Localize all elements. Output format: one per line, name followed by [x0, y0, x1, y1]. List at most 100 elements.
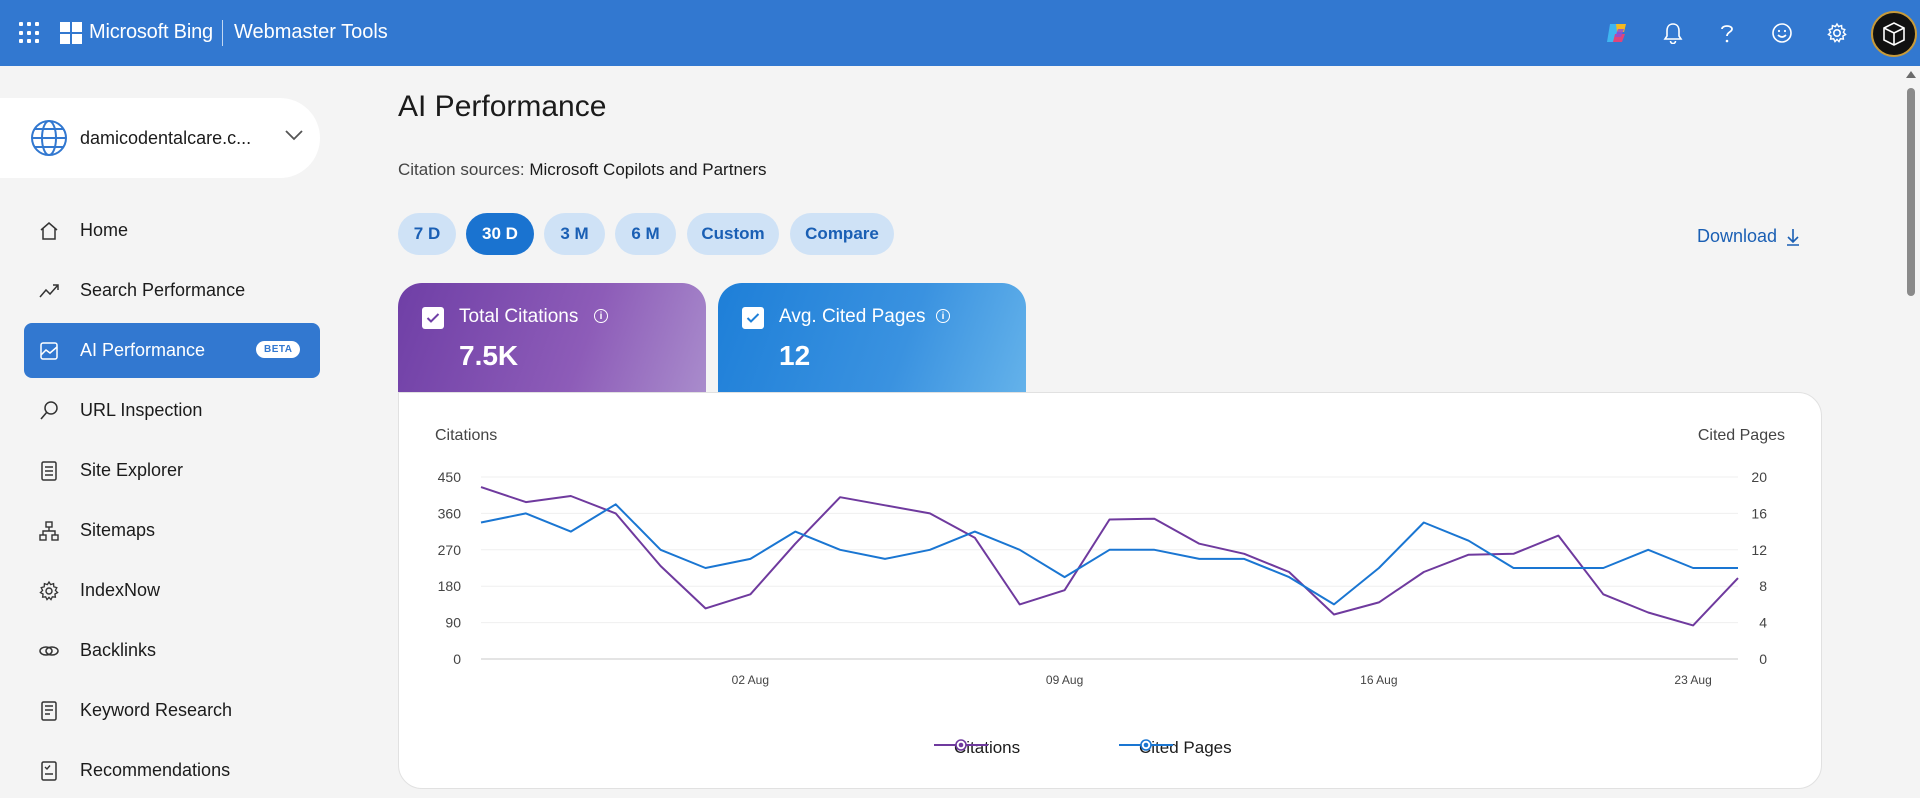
sidebar-item-sitemaps[interactable]: Sitemaps	[24, 503, 320, 558]
sidebar-item-label: URL Inspection	[80, 400, 203, 420]
download-button[interactable]: Download	[1697, 226, 1801, 247]
y-left-tick-label: 0	[453, 651, 461, 667]
download-label: Download	[1697, 226, 1778, 246]
sidebar-item-url-inspection[interactable]: URL Inspection	[24, 383, 320, 438]
total-citations-label: Total Citations	[459, 306, 579, 327]
search-icon	[38, 400, 60, 422]
legend-citations-label: Citations	[954, 738, 1021, 757]
beta-badge: BETA	[256, 341, 301, 358]
app-launcher-icon[interactable]	[19, 22, 41, 44]
avg-cited-pages-card[interactable]: Avg. Cited Pages i 12	[718, 283, 1026, 393]
sidebar-item-label: Home	[80, 220, 129, 240]
y-right-tick-label: 20	[1751, 469, 1767, 485]
citation-sources-value: Microsoft Copilots and Partners	[529, 160, 767, 179]
avatar[interactable]	[1871, 11, 1917, 57]
series-line-cited-pages	[480, 503, 1738, 606]
range-6m-button[interactable]: 6 M	[615, 213, 676, 255]
link-icon	[38, 640, 60, 662]
gear-icon[interactable]	[1824, 20, 1850, 46]
total-citations-checkbox[interactable]	[422, 307, 444, 329]
avg-cited-pages-value: 12	[779, 340, 811, 371]
citation-sources-label: Citation sources:	[398, 160, 525, 179]
sidebar-item-home[interactable]: Home	[24, 203, 320, 258]
range-3m-button[interactable]: 3 M	[544, 213, 605, 255]
sidebar-item-label: Site Explorer	[80, 460, 184, 480]
legend-cited-pages[interactable]: Cited Pages	[1119, 738, 1232, 758]
top-bar: Microsoft Bing Webmaster Tools	[0, 0, 1920, 66]
chart-image-icon	[38, 340, 60, 362]
legend-cited-pages-label: Cited Pages	[1139, 738, 1232, 757]
legend-citations-marker	[934, 739, 988, 751]
y-right-tick-label: 8	[1759, 578, 1767, 594]
y-left-tick-label: 360	[438, 505, 462, 521]
sidebar-item-label: Keyword Research	[80, 700, 233, 720]
brand-divider	[222, 20, 223, 46]
scroll-up-icon[interactable]	[1906, 71, 1916, 78]
page-title: AI Performance	[398, 90, 607, 123]
sitemap-icon	[38, 520, 60, 542]
sidebar-item-keyword-research[interactable]: Keyword Research	[24, 683, 320, 738]
x-tick-label: 02 Aug	[732, 673, 769, 687]
download-icon	[1787, 228, 1800, 246]
sidebar-item-label: Sitemaps	[80, 520, 156, 540]
legend-cited-pages-marker	[1119, 739, 1173, 751]
sidebar-item-backlinks[interactable]: Backlinks	[24, 623, 320, 678]
x-tick-label: 09 Aug	[1046, 673, 1083, 687]
sidebar-item-recommendations[interactable]: Recommendations	[24, 743, 320, 798]
feedback-smiley-icon[interactable]	[1769, 20, 1795, 46]
page-scrollbar[interactable]	[1902, 66, 1920, 798]
legend-citations[interactable]: Citations	[934, 738, 1020, 758]
bell-icon[interactable]	[1660, 20, 1686, 46]
sidebar-item-site-explorer[interactable]: Site Explorer	[24, 443, 320, 498]
y-left-tick-label: 450	[438, 469, 462, 485]
avg-cited-pages-checkbox[interactable]	[742, 307, 764, 329]
sidebar-item-search-performance[interactable]: Search Performance	[24, 263, 320, 318]
brand-name[interactable]: Microsoft Bing	[89, 21, 213, 43]
range-7d-button[interactable]: 7 D	[398, 213, 456, 255]
total-citations-value: 7.5K	[459, 340, 519, 371]
site-selector[interactable]: damicodentalcare.c...	[0, 98, 320, 178]
y-right-tick-label: 0	[1759, 651, 1767, 667]
sidebar-item-label: Search Performance	[80, 280, 246, 300]
series-line-citations	[480, 486, 1739, 627]
total-citations-card[interactable]: Total Citations i 7.5K	[398, 283, 706, 393]
y-left-tick-label: 180	[438, 578, 462, 594]
document-list-icon	[38, 460, 60, 482]
y-right-tick-label: 16	[1751, 505, 1767, 521]
site-name: damicodentalcare.c...	[80, 128, 252, 148]
performance-chart: Citations Cited Pages 0 90 180 270 360 450 0 4 8…	[398, 392, 1822, 789]
home-icon	[38, 220, 60, 242]
help-icon[interactable]	[1714, 20, 1740, 46]
sidebar-item-ai-performance[interactable]: AI Performance BETA	[24, 323, 320, 378]
product-name[interactable]: Webmaster Tools	[234, 21, 388, 43]
chevron-down-icon[interactable]	[284, 128, 304, 147]
globe-icon	[30, 119, 68, 162]
document-icon	[38, 700, 60, 722]
trend-icon	[38, 280, 60, 302]
microsoft-logo-icon	[60, 22, 82, 44]
info-icon[interactable]: i	[594, 309, 608, 323]
range-custom-button[interactable]: Custom	[687, 213, 779, 255]
citation-sources: Citation sources: Microsoft Copilots and…	[398, 160, 767, 180]
info-icon[interactable]: i	[936, 309, 950, 323]
y-right-tick-label: 12	[1751, 542, 1767, 558]
sidebar-item-label: IndexNow	[80, 580, 161, 600]
y-right-tick-label: 4	[1759, 615, 1767, 631]
sidebar-item-label: AI Performance	[80, 340, 206, 360]
avg-cited-pages-label: Avg. Cited Pages	[779, 306, 926, 327]
x-tick-label: 16 Aug	[1360, 673, 1397, 687]
sidebar-item-label: Backlinks	[80, 640, 157, 660]
scroll-thumb[interactable]	[1907, 88, 1915, 296]
right-axis-title: Cited Pages	[1697, 427, 1785, 444]
copilot-icon[interactable]	[1604, 20, 1630, 46]
range-30d-button[interactable]: 30 D	[466, 213, 534, 255]
checklist-icon	[38, 760, 60, 782]
left-axis-title: Citations	[435, 427, 498, 444]
y-left-tick-label: 270	[438, 542, 462, 558]
chart-plot: 0 90 180 270 360 450 0 4 8 12 16 20 02 Aug 09 Aug 16 A…	[438, 469, 1768, 687]
gear-icon	[38, 580, 60, 602]
sidebar-item-indexnow[interactable]: IndexNow	[24, 563, 320, 618]
sidebar-item-label: Recommendations	[80, 760, 231, 780]
y-left-tick-label: 90	[445, 615, 461, 631]
range-compare-button[interactable]: Compare	[790, 213, 894, 255]
